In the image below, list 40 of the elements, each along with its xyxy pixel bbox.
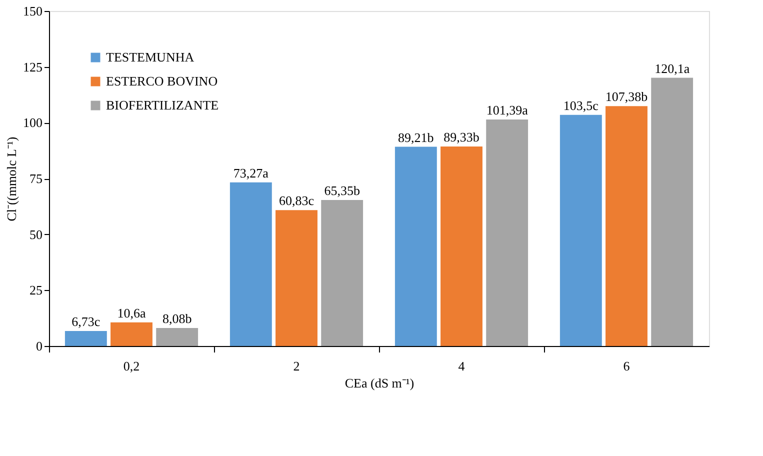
bar xyxy=(486,120,528,346)
bar xyxy=(606,106,648,346)
bar xyxy=(276,210,318,346)
x-tick-label: 6 xyxy=(623,358,630,374)
data-label: 8,08b xyxy=(162,310,192,326)
data-label: 73,27a xyxy=(233,165,269,180)
y-tick-label: 150 xyxy=(23,4,42,18)
bar xyxy=(321,200,364,346)
legend-label: BIOFERTILIZANTE xyxy=(106,98,219,112)
data-label: 6,73c xyxy=(72,314,100,329)
x-tick-label: 0,2 xyxy=(123,358,140,374)
data-label: 89,33b xyxy=(444,129,480,144)
data-label: 89,21b xyxy=(398,130,434,145)
data-label: 60,83c xyxy=(278,193,314,208)
legend-label: ESTERCO BOVINO xyxy=(106,74,218,88)
bar xyxy=(440,146,482,346)
x-tick-label: 2 xyxy=(293,358,300,374)
bar xyxy=(651,78,694,346)
data-label: 107,38b xyxy=(605,89,648,104)
x-tick-label: 4 xyxy=(458,358,466,374)
legend-label: TESTEMUNHA xyxy=(106,50,195,64)
y-tick-label: 75 xyxy=(30,171,42,186)
data-label: 103,5c xyxy=(563,98,599,113)
bar xyxy=(560,114,602,346)
bar xyxy=(64,330,107,346)
y-tick-label: 50 xyxy=(30,226,42,242)
data-label: 120,1a xyxy=(654,60,690,76)
bar xyxy=(110,322,152,346)
data-label: 65,35b xyxy=(324,183,360,198)
bar xyxy=(156,328,198,346)
y-tick-label: 25 xyxy=(30,282,42,298)
y-tick-label: 0 xyxy=(36,338,42,354)
y-axis-title: Cl⁻((mmolc L⁻¹) xyxy=(4,136,19,222)
x-axis-title: CEa (dS m⁻¹) xyxy=(344,376,414,390)
y-tick-label: 125 xyxy=(23,59,42,74)
bar xyxy=(230,182,272,346)
data-label: 10,6a xyxy=(117,305,146,320)
data-label: 101,39a xyxy=(486,102,528,118)
y-tick-label: 100 xyxy=(23,115,42,130)
bar xyxy=(394,146,437,346)
